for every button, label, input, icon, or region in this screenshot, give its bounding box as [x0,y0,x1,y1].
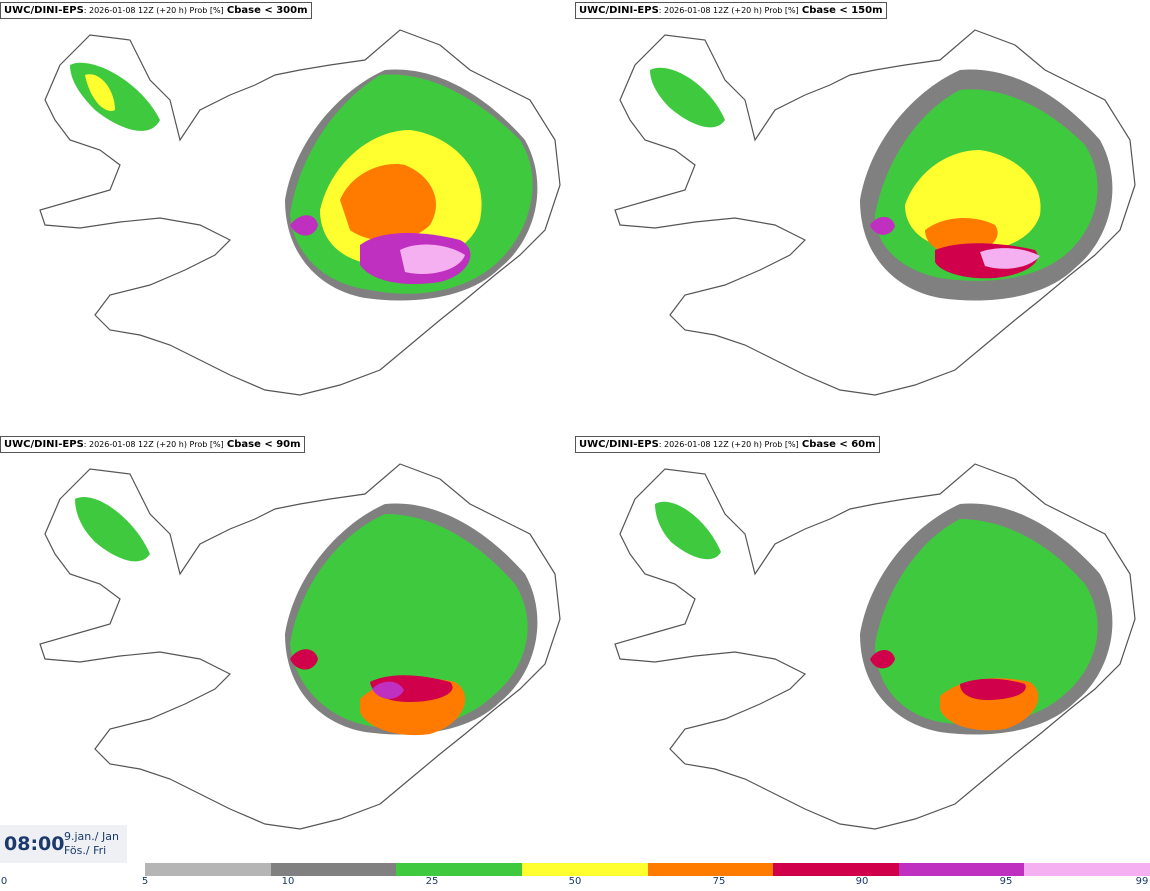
prob-area-90 [290,649,318,670]
colorbar-segment-75-90 [647,863,774,876]
coastline [39,29,561,396]
iceland-map [614,463,1136,830]
prob-area-50 [85,74,115,111]
colorbar-tick: 95 [999,876,1013,887]
iceland-map [39,29,561,396]
map-panel-cbase-300: UWC/DINI-EPS: 2026-01-08 12Z (+20 h) Pro… [0,0,574,438]
colorbar-tick: 75 [712,876,726,887]
prob-area-90 [870,650,895,669]
prob-area-25 [650,67,725,128]
map-panel-cbase-60: UWC/DINI-EPS: 2026-01-08 12Z (+20 h) Pro… [575,434,1149,872]
colorbar-segment-5-10 [145,863,271,876]
panel-title: UWC/DINI-EPS: 2026-01-08 12Z (+20 h) Pro… [575,2,887,19]
colorbar-segment-25-50 [396,863,522,876]
coastline [614,463,1136,830]
coastline [614,29,1136,396]
probability-colorbar [145,863,1150,876]
colorbar-tick: 0 [0,876,8,887]
colorbar-segment-10-25 [270,863,397,876]
map-panel-cbase-90: UWC/DINI-EPS: 2026-01-08 12Z (+20 h) Pro… [0,434,574,872]
prob-area-25 [75,497,150,562]
colorbar-segment-90-95 [773,863,899,876]
prob-area-75 [340,164,436,241]
colorbar-tick: 99 [1135,876,1149,887]
colorbar-tick: 5 [141,876,149,887]
prob-area-99 [980,248,1040,269]
colorbar-tick: 25 [425,876,439,887]
map-panel-cbase-150: UWC/DINI-EPS: 2026-01-08 12Z (+20 h) Pro… [575,0,1149,438]
colorbar-segment-95-99 [898,863,1025,876]
iceland-map [614,29,1136,396]
prob-area-95 [870,216,895,235]
valid-date: 9.jan./ Jan Fös./ Fri [64,830,119,857]
prob-area-25 [655,501,721,560]
colorbar-segment-99 [1024,863,1150,876]
iceland-map [39,463,561,830]
prob-area-95 [290,215,318,236]
coastline [39,463,561,830]
prob-area-99 [400,244,465,275]
panel-title: UWC/DINI-EPS: 2026-01-08 12Z (+20 h) Pro… [0,2,312,19]
panel-title: UWC/DINI-EPS: 2026-01-08 12Z (+20 h) Pro… [0,436,305,453]
colorbar-tick: 50 [568,876,582,887]
prob-area-25 [875,519,1098,725]
panel-title: UWC/DINI-EPS: 2026-01-08 12Z (+20 h) Pro… [575,436,880,453]
prob-area-25 [290,514,528,729]
colorbar-tick: 10 [281,876,295,887]
prob-area-95 [372,681,404,699]
valid-time: 08:00 [4,833,65,855]
valid-time-box: 08:00 9.jan./ Jan Fös./ Fri [0,825,127,863]
prob-area-90 [960,678,1026,700]
colorbar-segment-50-75 [521,863,648,876]
colorbar-tick: 90 [855,876,869,887]
